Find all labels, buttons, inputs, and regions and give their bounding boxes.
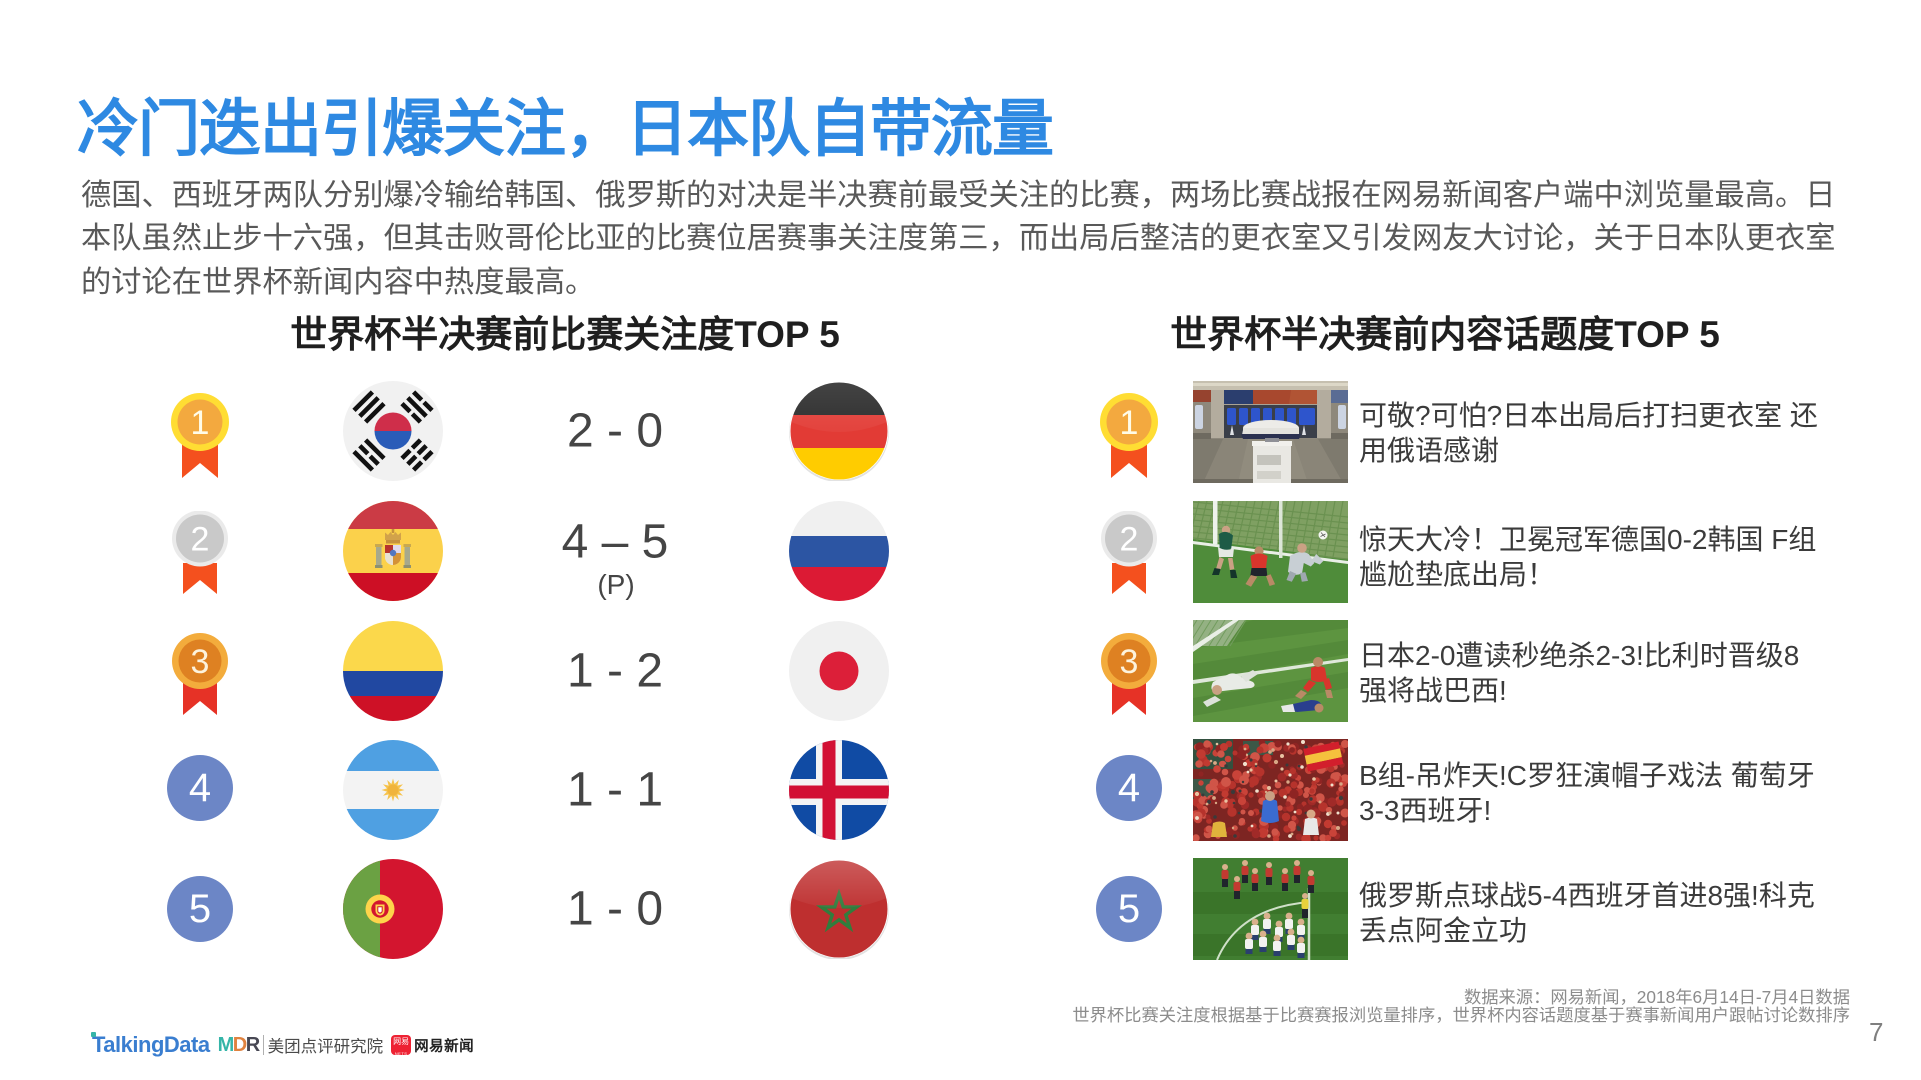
svg-text:3: 3	[191, 643, 210, 681]
svg-text:2: 2	[1120, 521, 1139, 559]
svg-text:1: 1	[1120, 404, 1139, 442]
svg-text:1: 1	[191, 404, 210, 442]
svg-text:3: 3	[1120, 643, 1139, 681]
svg-text:2: 2	[191, 521, 210, 559]
